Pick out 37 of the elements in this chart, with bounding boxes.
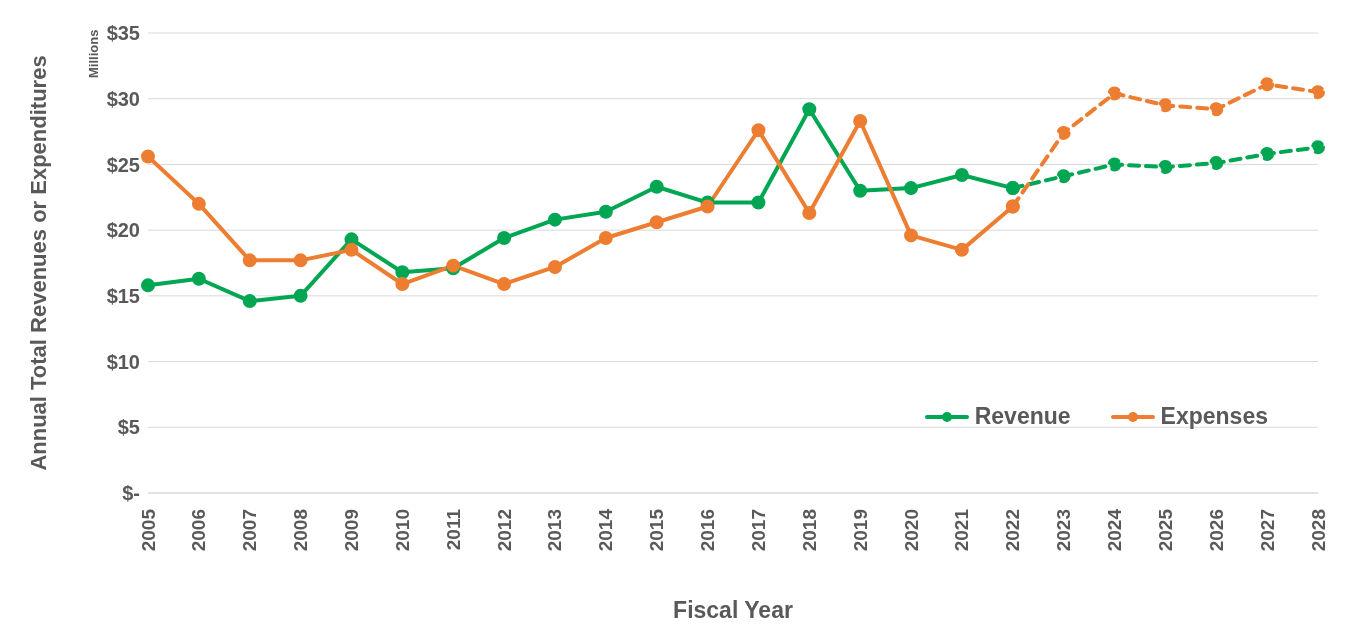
y-tick-label: $5 (117, 416, 140, 439)
x-tick-label: 2007 (239, 509, 261, 552)
y-tick-label: $- (122, 482, 140, 505)
y-axis-title: Annual Total Revenues or Expenditures (25, 55, 51, 471)
x-tick-label: 2013 (544, 509, 566, 552)
x-tick-label: 2017 (747, 509, 769, 552)
y-tick-label: $30 (106, 87, 140, 110)
x-tick-label: 2012 (493, 509, 515, 552)
y-tick-label: $25 (106, 153, 140, 176)
x-tick-label: 2005 (137, 508, 159, 552)
x-tick-label: 2010 (391, 509, 413, 552)
x-tick-label: 2020 (900, 509, 922, 552)
x-tick-label: 2011 (442, 508, 464, 551)
legend-label: Revenue (974, 403, 1071, 430)
y-tick-label: $20 (106, 219, 140, 242)
x-tick-label: 2014 (595, 508, 617, 552)
x-tick-label: 2024 (1104, 508, 1126, 552)
x-tick-label: 2015 (646, 508, 668, 552)
y-tick-label: $15 (106, 284, 140, 307)
x-tick-label: 2019 (849, 509, 871, 552)
x-tick-label: 2026 (1205, 509, 1227, 552)
y-tick-label: $35 (106, 22, 140, 45)
x-tick-label: 2008 (290, 509, 312, 552)
x-tick-label: 2018 (798, 509, 820, 552)
x-tick-label: 2006 (188, 509, 210, 552)
x-tick-label: 2023 (1053, 509, 1075, 552)
legend-label: Expenses (1160, 403, 1268, 430)
x-tick-label: 2009 (340, 509, 362, 552)
x-tick-label: 2016 (697, 509, 719, 552)
x-axis-title: Fiscal Year (673, 597, 793, 623)
x-tick-label: 2025 (1154, 508, 1176, 552)
x-tick-label: 2021 (951, 508, 973, 552)
x-tick-label: 2022 (1002, 509, 1024, 552)
x-tick-label: 2027 (1256, 509, 1278, 552)
y-tick-label: $10 (106, 350, 140, 373)
text: Millions (86, 29, 101, 78)
x-tick-label: 2028 (1307, 509, 1329, 552)
